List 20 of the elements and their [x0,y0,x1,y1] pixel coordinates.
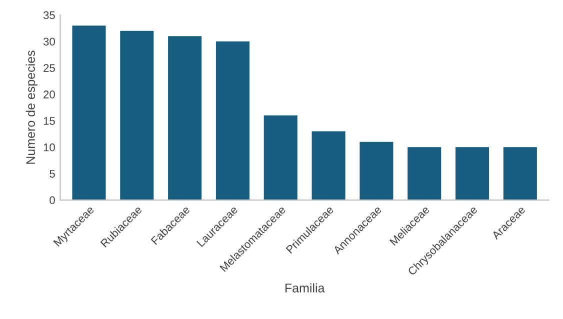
bar [168,36,202,200]
bar [360,142,394,200]
y-tick-label: 10 [44,143,55,152]
bar [72,26,106,200]
x-axis-title: Familia [285,283,325,292]
bar [216,41,250,200]
y-tick-label: 0 [50,196,55,204]
bar [264,115,298,200]
bar [456,147,490,200]
bar [503,147,537,200]
bar [408,147,442,200]
y-tick-label: 25 [44,64,55,72]
y-tick-label: 5 [50,170,55,178]
y-tick-label: 30 [43,38,55,46]
y-tick-label: 20 [44,90,55,98]
bar [312,131,346,200]
bar [120,30,154,200]
y-axis-title: Numero de especies [26,50,38,164]
y-tick-label: 35 [43,11,55,20]
y-tick-label: 15 [44,117,55,125]
